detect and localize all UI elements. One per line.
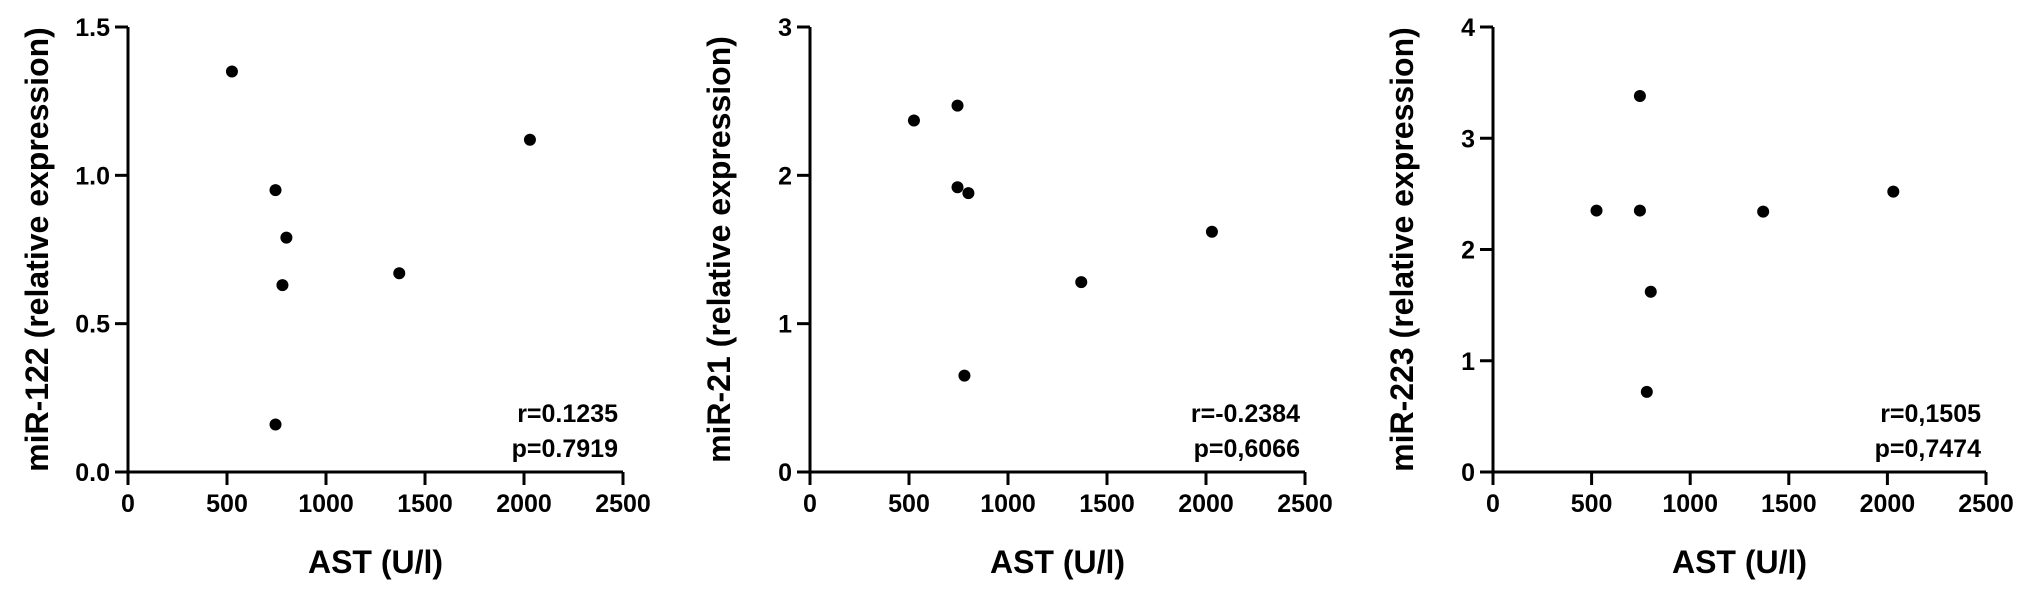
panel-1-x-tick-label: 0: [121, 490, 135, 518]
panel-2-data-point: [962, 187, 975, 200]
panel-1-data-point: [393, 267, 406, 280]
panel-1-y-tick-label: 0.5: [75, 311, 110, 339]
panel-3-data-point: [1887, 185, 1900, 198]
panel-2-x-tick-label: 0: [803, 490, 817, 518]
panel-2-data-point: [951, 99, 964, 112]
panel-1-y-axis-title: miR-122 (relative expression): [19, 27, 55, 472]
panel-2-data-point: [958, 369, 971, 382]
panel-3-x-tick-label: 0: [1486, 490, 1500, 518]
panel-2-stat-r: r=-0.2384: [1191, 400, 1300, 428]
panel-2-stat-p: p=0,6066: [1194, 435, 1300, 463]
panel-3-y-tick-label: 1: [1461, 348, 1475, 376]
panel-1-x-tick-label: 2500: [595, 490, 651, 518]
panel-2-x-tick-label: 2500: [1277, 490, 1333, 518]
panel-2-data-point: [1075, 276, 1088, 289]
panel-2-y-tick-label: 1: [778, 311, 792, 339]
panel-3-data-point: [1633, 89, 1646, 102]
panel-1-data-point: [276, 279, 289, 292]
panel-3-data-point: [1633, 204, 1646, 217]
panel-2-y-tick-label: 2: [778, 162, 792, 190]
panel-2-data-point: [1205, 225, 1218, 238]
panel-3-y-tick-label: 4: [1461, 14, 1475, 42]
panel-3-x-tick-label: 2000: [1860, 490, 1916, 518]
panel-1-x-tick-label: 1500: [397, 490, 453, 518]
panel-1-x-axis-title: AST (U/l): [308, 544, 443, 580]
panel-3-data-point: [1644, 285, 1657, 298]
panel-3-stat-r: r=0,1505: [1880, 400, 1981, 428]
panel-3-y-tick-label: 3: [1461, 125, 1475, 153]
panel-3-y-tick-label: 2: [1461, 237, 1475, 265]
panel-2-x-tick-label: 1500: [1079, 490, 1135, 518]
panel-3-x-tick-label: 2500: [1958, 490, 2014, 518]
panel-1-y-tick-label: 1.5: [75, 14, 110, 42]
panel-3-y-tick-label: 0: [1461, 459, 1475, 487]
panel-3-x-tick-label: 1500: [1761, 490, 1817, 518]
panel-2-data-point: [907, 114, 920, 127]
panel-2-x-tick-label: 1000: [980, 490, 1036, 518]
panel-1-data-point: [269, 184, 282, 197]
panel-3-data-point: [1640, 385, 1653, 398]
panel-2-x-tick-label: 500: [888, 490, 930, 518]
panel-3-x-tick-label: 500: [1571, 490, 1613, 518]
panel-2-data-point: [951, 181, 964, 194]
panel-3-data-point: [1757, 205, 1770, 218]
panel-1-x-tick-label: 2000: [496, 490, 552, 518]
panel-3-data-point: [1590, 204, 1603, 217]
panel-3-y-axis-title: miR-223 (relative expression): [1384, 27, 1420, 472]
panel-3-stat-p: p=0,7474: [1875, 435, 1981, 463]
panel-2-y-tick-label: 0: [778, 459, 792, 487]
panel-1-x-tick-label: 500: [206, 490, 248, 518]
panel-1-y-tick-label: 0.0: [75, 459, 110, 487]
panel-3-x-axis-title: AST (U/l): [1672, 544, 1807, 580]
panel-1-y-tick-label: 1.0: [75, 162, 110, 190]
panel-1-x-tick-label: 1000: [298, 490, 354, 518]
panel-2-y-axis-title: miR-21 (relative expression): [701, 36, 737, 463]
panel-1-data-point: [225, 65, 238, 78]
panel-2-x-axis-title: AST (U/l): [990, 544, 1125, 580]
panel-2-x-tick-label: 2000: [1178, 490, 1234, 518]
panel-1-stat-r: r=0.1235: [517, 400, 618, 428]
panel-3-x-tick-label: 1000: [1662, 490, 1718, 518]
panel-1-data-point: [280, 231, 293, 244]
panel-2-y-tick-label: 3: [778, 14, 792, 42]
panel-1-stat-p: p=0.7919: [512, 435, 618, 463]
panel-1-data-point: [269, 418, 282, 431]
panel-1-data-point: [523, 133, 536, 146]
